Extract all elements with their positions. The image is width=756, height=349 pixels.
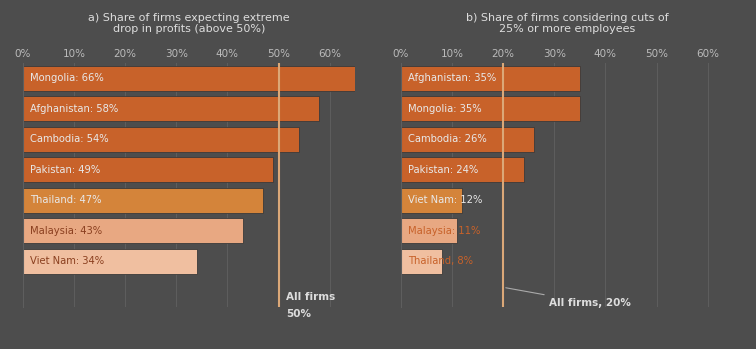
Bar [23, 66, 361, 91]
Text: Pakistan: 49%: Pakistan: 49% [30, 165, 101, 175]
Bar [401, 127, 534, 152]
Text: Thailand: 47%: Thailand: 47% [30, 195, 102, 205]
Title: b) Share of firms considering cuts of
25% or more employees: b) Share of firms considering cuts of 25… [466, 13, 668, 34]
Text: Malaysia: 43%: Malaysia: 43% [30, 226, 103, 236]
Bar [23, 249, 197, 274]
Title: a) Share of firms expecting extreme
drop in profits (above 50%): a) Share of firms expecting extreme drop… [88, 13, 290, 34]
Bar [23, 157, 274, 182]
Text: Cambodia: 26%: Cambodia: 26% [408, 134, 487, 144]
Text: Thailand, 8%: Thailand, 8% [408, 256, 473, 266]
Bar [401, 188, 462, 213]
Bar [401, 249, 442, 274]
Bar [23, 218, 243, 243]
Bar [23, 127, 299, 152]
Text: Malaysia: 11%: Malaysia: 11% [408, 226, 481, 236]
Text: Mongolia: 35%: Mongolia: 35% [408, 104, 482, 114]
Text: All firms: All firms [287, 292, 336, 302]
Bar [23, 96, 320, 121]
Bar [401, 96, 580, 121]
Text: Afghanistan: 35%: Afghanistan: 35% [408, 73, 497, 83]
Text: Afghanistan: 58%: Afghanistan: 58% [30, 104, 119, 114]
Text: Mongolia: 66%: Mongolia: 66% [30, 73, 104, 83]
Text: Viet Nam: 12%: Viet Nam: 12% [408, 195, 483, 205]
Bar [401, 66, 580, 91]
Text: Viet Nam: 34%: Viet Nam: 34% [30, 256, 104, 266]
Text: All firms, 20%: All firms, 20% [506, 288, 631, 308]
Text: 50%: 50% [287, 309, 311, 319]
Text: Cambodia: 54%: Cambodia: 54% [30, 134, 109, 144]
Text: Pakistan: 24%: Pakistan: 24% [408, 165, 479, 175]
Bar [23, 188, 263, 213]
Bar [401, 157, 523, 182]
Bar [401, 218, 457, 243]
